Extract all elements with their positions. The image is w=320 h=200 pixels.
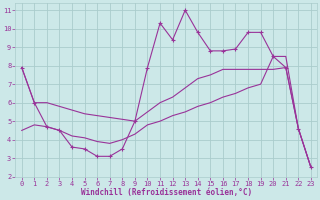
X-axis label: Windchill (Refroidissement éolien,°C): Windchill (Refroidissement éolien,°C) bbox=[81, 188, 252, 197]
